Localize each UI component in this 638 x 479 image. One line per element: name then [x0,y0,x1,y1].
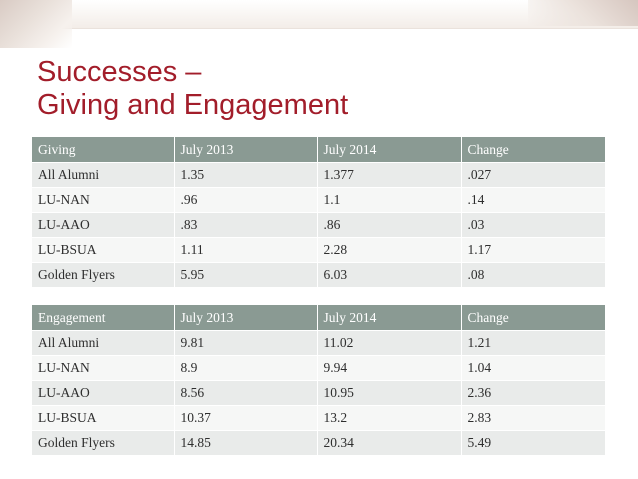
table-row: Golden Flyers 5.95 6.03 .08 [32,262,605,288]
slide-title: Successes – Giving and Engagement [37,56,348,122]
table-cell: 8.9 [174,355,318,381]
corner-decoration-right [528,0,638,26]
giving-table: Giving July 2013 July 2014 Change All Al… [32,137,605,288]
table-cell: All Alumni [32,162,175,188]
table-cell: 11.02 [317,330,462,356]
table-cell: 9.81 [174,330,318,356]
table-cell: 13.2 [317,405,462,431]
table-cell: 6.03 [317,262,462,288]
column-header: Engagement [32,305,175,331]
table-row: LU-NAN .96 1.1 .14 [32,187,605,213]
table-cell: LU-NAN [32,355,175,381]
table-cell: 2.83 [461,405,605,431]
table-cell: 8.56 [174,380,318,406]
table-cell: 1.1 [317,187,462,213]
table-cell: .86 [317,212,462,238]
table-cell: 2.36 [461,380,605,406]
table-cell: .14 [461,187,605,213]
table-cell: 1.04 [461,355,605,381]
table-row: LU-BSUA 1.11 2.28 1.17 [32,237,605,263]
corner-decoration-left [0,0,72,48]
table-cell: 1.17 [461,237,605,263]
table-cell: LU-BSUA [32,405,175,431]
table-cell: .027 [461,162,605,188]
column-header: Change [461,137,605,163]
table-row: All Alumni 1.35 1.377 .027 [32,162,605,188]
column-header: July 2014 [317,305,462,331]
table-row: LU-AAO 8.56 10.95 2.36 [32,380,605,406]
table-cell: .08 [461,262,605,288]
table-cell: .03 [461,212,605,238]
column-header: Change [461,305,605,331]
table-cell: .96 [174,187,318,213]
table-cell: 1.11 [174,237,318,263]
table-cell: 5.95 [174,262,318,288]
column-header: July 2013 [174,305,318,331]
table-cell: LU-NAN [32,187,175,213]
table-cell: 14.85 [174,430,318,456]
table-row: All Alumni 9.81 11.02 1.21 [32,330,605,356]
table-cell: 10.95 [317,380,462,406]
table-header-row: Giving July 2013 July 2014 Change [32,137,605,163]
table-cell: 1.21 [461,330,605,356]
table-cell: Golden Flyers [32,262,175,288]
column-header: Giving [32,137,175,163]
table-header-row: Engagement July 2013 July 2014 Change [32,305,605,331]
table-cell: 2.28 [317,237,462,263]
table-cell: Golden Flyers [32,430,175,456]
table-cell: 1.377 [317,162,462,188]
slide-title-line-2: Giving and Engagement [37,89,349,121]
table-cell: 10.37 [174,405,318,431]
table-cell: LU-AAO [32,380,175,406]
table-cell: 1.35 [174,162,318,188]
table-cell: LU-AAO [32,212,175,238]
table-cell: .83 [174,212,318,238]
table-cell: 9.94 [317,355,462,381]
table-row: Golden Flyers 14.85 20.34 5.49 [32,430,605,456]
table-cell: LU-BSUA [32,237,175,263]
column-header: July 2014 [317,137,462,163]
slide-title-line-1: Successes – [37,56,202,88]
engagement-table: Engagement July 2013 July 2014 Change Al… [32,305,605,456]
table-cell: 5.49 [461,430,605,456]
table-row: LU-AAO .83 .86 .03 [32,212,605,238]
column-header: July 2013 [174,137,318,163]
table-cell: 20.34 [317,430,462,456]
table-row: LU-BSUA 10.37 13.2 2.83 [32,405,605,431]
table-row: LU-NAN 8.9 9.94 1.04 [32,355,605,381]
table-cell: All Alumni [32,330,175,356]
